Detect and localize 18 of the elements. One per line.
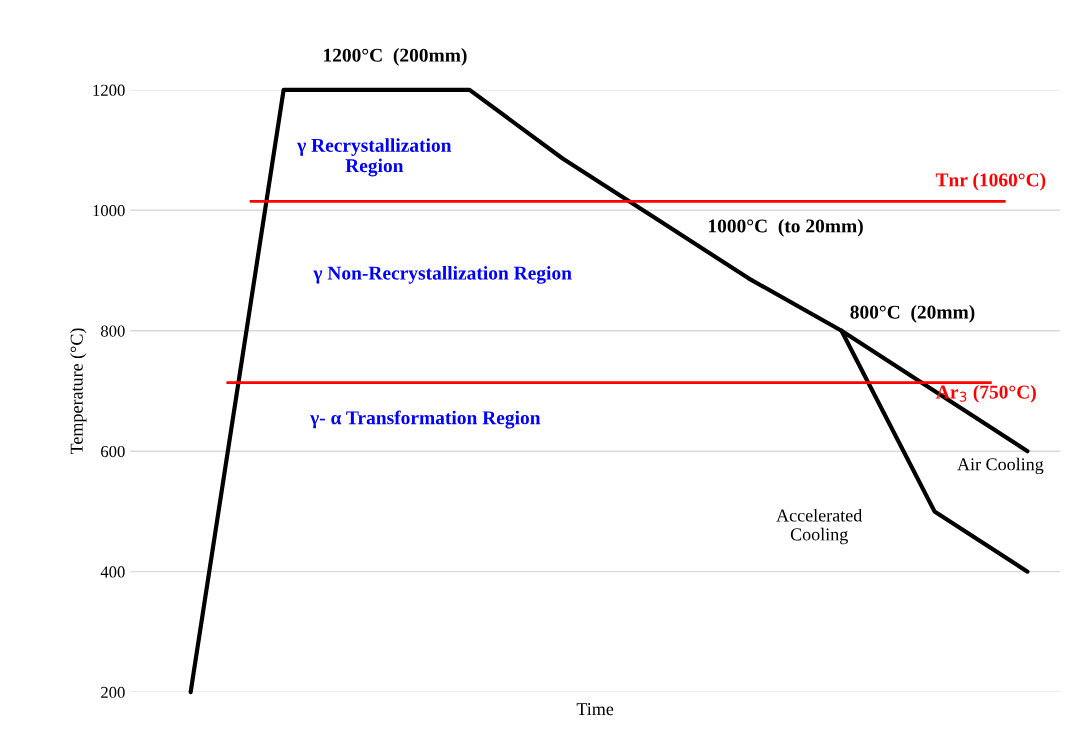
y-tick-label: 600 (101, 445, 125, 458)
y-tick-label: 800 (100, 325, 125, 337)
annotation: 800°C (20mm) (850, 305, 975, 323)
annotation: 1000°C (to 20mm) (708, 218, 863, 237)
y-tick-label: 1200 (93, 84, 125, 96)
y-tick-label: 400 (100, 566, 125, 578)
text: 1200°C (200mm) (324, 48, 467, 66)
annotation: γ Non-Recrystallization Region (313, 265, 572, 284)
ref-line-label: Tnr (1060°C) (935, 172, 1046, 191)
x-axis-title: Time (576, 703, 614, 716)
annotation: γ Recrystallization Region (297, 138, 452, 177)
annotation: Accelerated Cooling (776, 508, 863, 545)
y-tick-label: 1000 (93, 205, 125, 217)
ref-line-label: Ar$_{3}$ (750°C) (936, 384, 1036, 403)
y-tick-label: 200 (101, 686, 125, 699)
annotation: γ- α Transformation Region (310, 410, 541, 429)
annotation: Air Cooling (957, 457, 1044, 475)
y-axis-title: Temperature (°C) (70, 328, 87, 455)
